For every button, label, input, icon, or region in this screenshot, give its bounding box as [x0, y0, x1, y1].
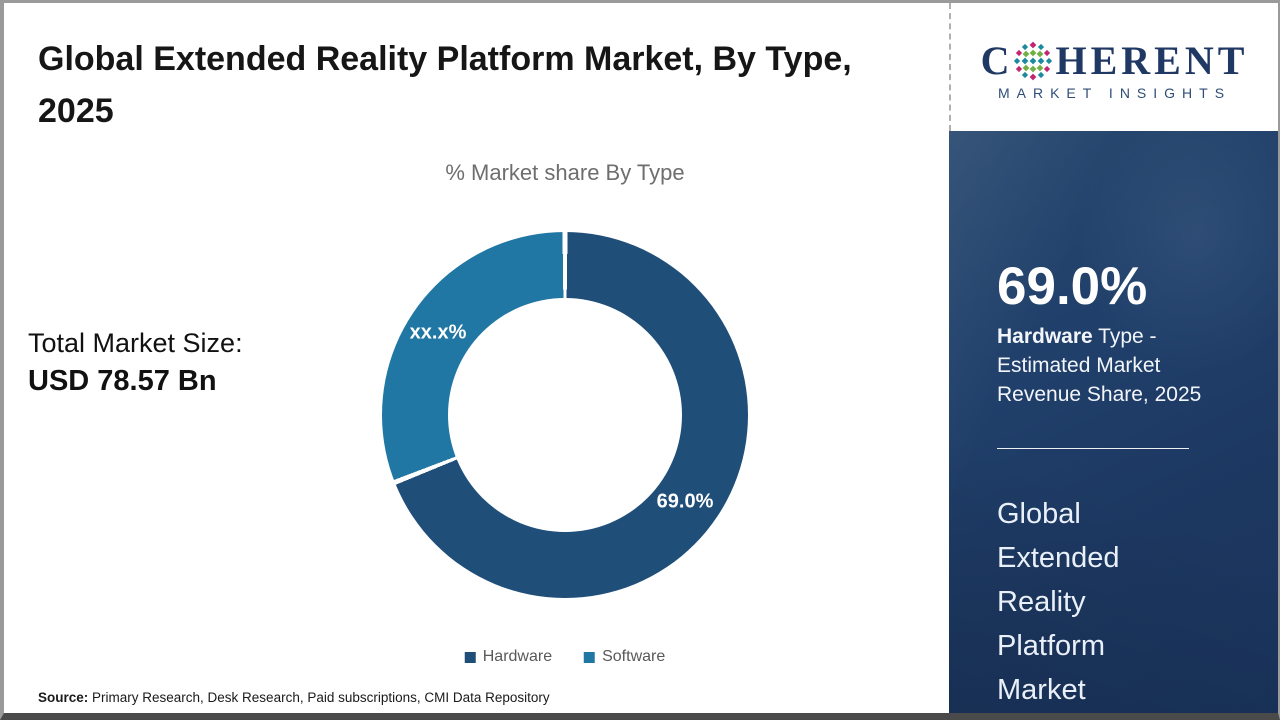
logo-word-end: HERENT: [1055, 38, 1249, 83]
donut-chart: xx.x% 69.0%: [382, 232, 748, 598]
legend-label-hardware: Hardware: [482, 648, 553, 665]
globe-dots-icon: [1014, 41, 1053, 81]
legend-label-software: Software: [602, 648, 666, 665]
market-title-line: Reality: [997, 585, 1086, 618]
stat-desc-bold: Hardware: [997, 324, 1093, 348]
legend-item-software: Software: [584, 648, 665, 666]
headline-stat-description: Hardware Type - Estimated Market Revenue…: [997, 322, 1225, 410]
market-title-line: Market: [997, 673, 1086, 706]
brand-logo-wordmark: C: [981, 41, 1249, 81]
headline-stat-value: 69.0%: [997, 257, 1148, 316]
logo-word-start: C: [980, 38, 1014, 83]
chart-legend: Hardware Software: [464, 648, 665, 666]
market-title-line: Extended: [997, 541, 1120, 574]
hardware-swatch-icon: [464, 651, 476, 663]
sidebar: C: [949, 3, 1278, 713]
stat-desc-rest: Type - Estimated Market Revenue Share, 2…: [997, 324, 1202, 407]
brand-logo: C: [949, 3, 1278, 131]
hardware-slice-label: 69.0%: [656, 490, 714, 513]
chart-subtitle: % Market share By Type: [445, 160, 685, 185]
market-title-line: Global: [997, 497, 1081, 530]
source-line: Source: Primary Research, Desk Research,…: [38, 690, 550, 705]
total-market-size-value: USD 78.57 Bn: [28, 364, 217, 397]
source-text: Primary Research, Desk Research, Paid su…: [88, 690, 550, 705]
source-label: Source:: [38, 690, 89, 705]
software-slice-label: xx.x%: [409, 321, 467, 344]
market-title-line: Platform: [997, 629, 1105, 662]
panel-divider: [997, 447, 1189, 449]
legend-item-hardware: Hardware: [464, 648, 553, 666]
sidebar-panel: 69.0% Hardware Type - Estimated Market R…: [949, 131, 1278, 713]
total-market-size-label: Total Market Size:: [28, 328, 243, 358]
page-title: Global Extended Reality Platform Market,…: [38, 40, 852, 131]
donut-hole: [448, 298, 682, 532]
brand-logo-subtitle: MARKET INSIGHTS: [997, 85, 1232, 101]
report-market-title: Global Extended Reality Platform Market: [997, 492, 1248, 712]
software-swatch-icon: [584, 651, 596, 663]
total-market-size-block: Total Market Size: USD 78.57 Bn: [28, 325, 243, 400]
